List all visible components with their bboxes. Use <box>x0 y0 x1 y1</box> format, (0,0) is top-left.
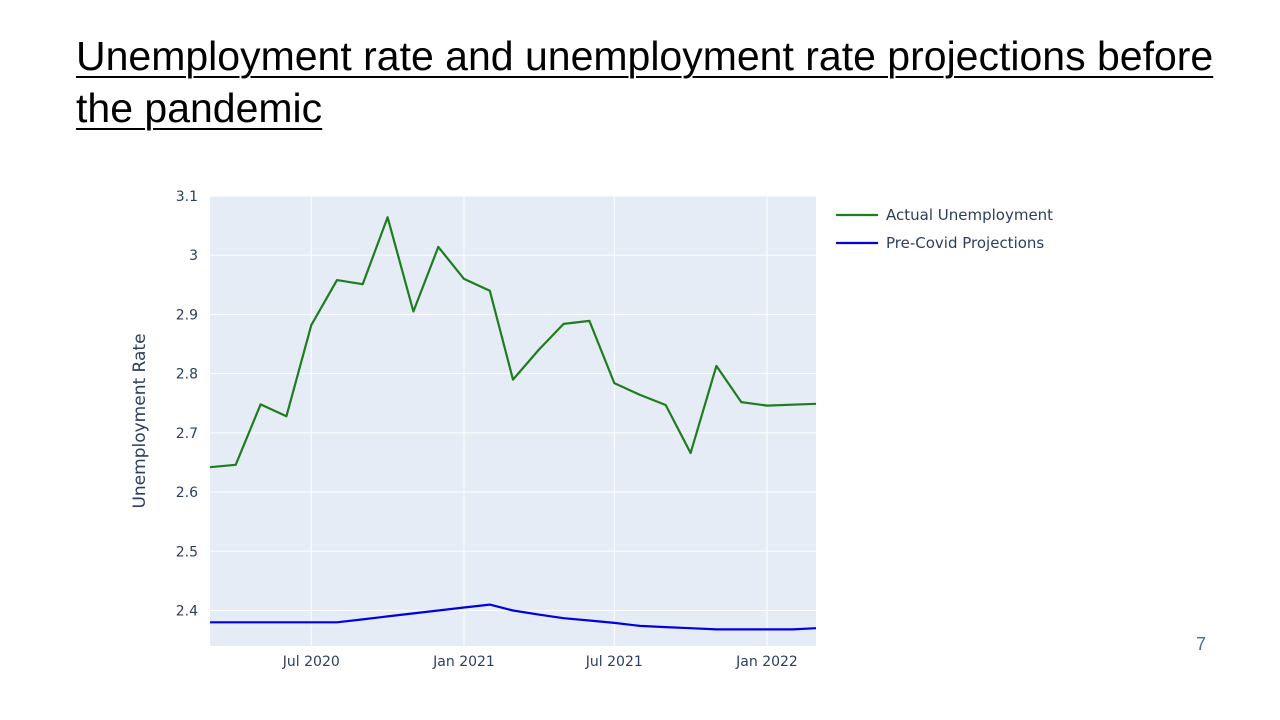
x-tick-label: Jan 2021 <box>432 654 495 670</box>
x-gridlines <box>310 196 768 646</box>
y-tick-label: 2.9 <box>176 307 198 323</box>
series-line-pre-covid-projections <box>210 603 817 631</box>
page-number: 7 <box>1196 634 1207 654</box>
legend-item[interactable]: Actual Unemployment <box>836 206 1053 224</box>
x-tick-labels: Jul 2020 Jan 2021 Jul 2021 Jan 2022 <box>282 654 798 670</box>
y-tick-label: 2.7 <box>176 426 198 442</box>
y-tick-label: 3 <box>189 248 198 264</box>
y-tick-label: 2.5 <box>176 544 198 560</box>
y-axis-title: Unemployment Rate <box>130 333 150 508</box>
y-gridlines <box>210 195 816 611</box>
y-tick-label: 3.1 <box>176 189 198 205</box>
x-tick-label: Jul 2021 <box>585 654 643 670</box>
x-tick-label: Jan 2022 <box>735 654 798 670</box>
y-tick-label: 2.6 <box>176 485 198 501</box>
y-tick-label: 2.8 <box>176 367 198 383</box>
y-tick-labels: 2.4 2.5 2.6 2.7 2.8 2.9 3 3.1 <box>176 189 198 619</box>
legend-label: Pre-Covid Projections <box>886 234 1044 252</box>
series-layer <box>209 216 817 631</box>
slide-title: Unemployment rate and unemployment rate … <box>76 33 1214 131</box>
legend-item[interactable]: Pre-Covid Projections <box>836 234 1044 252</box>
series-line-actual-unemployment <box>209 216 817 469</box>
x-tick-label: Jul 2020 <box>282 654 340 670</box>
plot-area <box>210 196 816 646</box>
legend[interactable]: Actual Unemployment Pre-Covid Projections <box>836 206 1053 252</box>
legend-label: Actual Unemployment <box>886 206 1053 224</box>
y-tick-label: 2.4 <box>176 603 198 619</box>
